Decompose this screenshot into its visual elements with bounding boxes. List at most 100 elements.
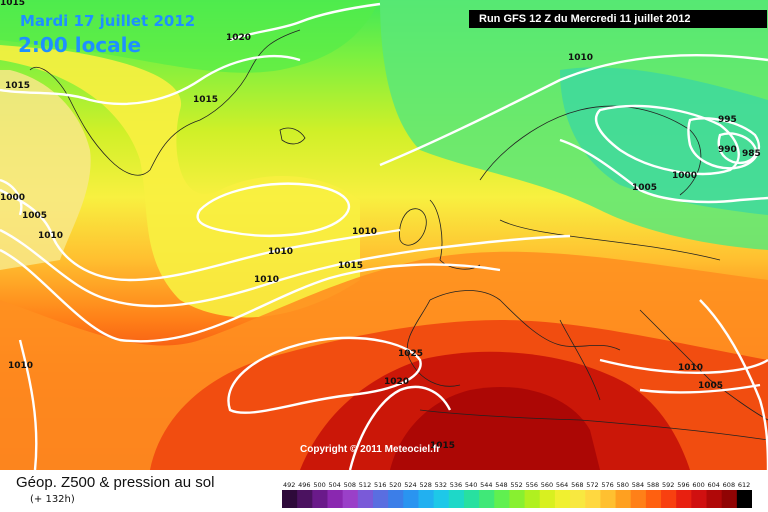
color-scale-tick: 556: [526, 481, 538, 489]
color-scale-tick: 516: [374, 481, 386, 489]
color-scale-swatch: [342, 490, 359, 508]
color-scale-tick: 592: [662, 481, 674, 489]
isobar-label: 1015: [5, 81, 30, 91]
color-scale-swatch: [509, 490, 526, 508]
color-scale-tick: 528: [419, 481, 431, 489]
legend-subtitle: (+ 132h): [30, 494, 75, 505]
color-scale-tick: 568: [571, 481, 583, 489]
color-scale-tick: 580: [617, 481, 629, 489]
isobar: [639, 383, 761, 394]
color-scale-swatch: [691, 490, 708, 508]
forecast-time: 2:00 locale: [18, 33, 142, 57]
color-scale-swatch: [418, 490, 435, 508]
isobar-label: 1010: [678, 363, 703, 373]
color-scale-swatch: [645, 490, 662, 508]
isobar: [0, 228, 571, 308]
color-scale-swatch: [676, 490, 692, 508]
isobar: [379, 53, 768, 167]
color-scale-tick: 608: [723, 481, 735, 489]
color-scale-swatch: [403, 490, 419, 508]
forecast-date: Mardi 17 juillet 2012: [20, 12, 196, 30]
color-scale-swatch: [615, 490, 632, 508]
isobar-label: 1010: [352, 227, 377, 237]
isobar: [594, 104, 740, 176]
coastlines: [29, 29, 768, 441]
color-scale-swatch: [570, 490, 586, 508]
isobar: [348, 385, 452, 470]
isobar-label: 1015: [430, 441, 455, 451]
isobar: [0, 54, 301, 106]
isobar-label: 1015: [0, 0, 25, 8]
weather-map: 1020 1015 1015 1015 1010 1005 1010 1010 …: [0, 0, 768, 470]
isobar-label: 1005: [698, 381, 723, 391]
copyright-notice: Copyright © 2011 Meteociel.fr: [300, 444, 441, 455]
isobar: [0, 188, 401, 282]
isobar-label: 1010: [38, 231, 63, 241]
isobar: [599, 358, 768, 375]
color-scale-swatch: [554, 490, 571, 508]
color-scale-tick: 572: [586, 481, 598, 489]
isobar: [0, 178, 23, 216]
isobar-label: 1010: [568, 53, 593, 63]
isobar: [196, 182, 351, 237]
color-scale-tick: 584: [632, 481, 644, 489]
isobar-label: 990: [718, 145, 737, 155]
color-scale-swatch: [494, 490, 510, 508]
color-scale-tick: 560: [541, 481, 553, 489]
z500-band-pale-yellow: [0, 70, 91, 270]
color-scale-swatch: [706, 490, 723, 508]
isobar-label: 1000: [0, 193, 25, 203]
color-scale-tick: 496: [298, 481, 310, 489]
color-scale-tick: 552: [510, 481, 522, 489]
color-scale-swatch: [585, 490, 601, 508]
isobar-label: 1020: [384, 377, 409, 387]
isobar-label: 1010: [268, 247, 293, 257]
isobar: [559, 138, 768, 204]
color-scale-swatch: [372, 490, 389, 508]
color-scale-tick: 604: [708, 481, 720, 489]
isobar: [229, 2, 381, 42]
color-scale-swatch: [630, 490, 647, 508]
color-scale-swatch: [661, 490, 677, 508]
color-scale-tick: 600: [692, 481, 704, 489]
color-scale-tick: 500: [313, 481, 325, 489]
color-scale-swatch: [388, 490, 404, 508]
color-scale-swatch: [327, 490, 344, 508]
z500-band-darkest-red: [390, 386, 600, 470]
color-scale-swatch: [357, 490, 374, 508]
isobar-label: 1005: [632, 183, 657, 193]
legend-title: Géop. Z500 & pression au sol: [16, 474, 215, 491]
isobars: [0, 2, 768, 470]
color-scale-swatch: [600, 490, 617, 508]
isobar-label: 1010: [8, 361, 33, 371]
color-scale-swatch: [312, 490, 328, 508]
color-scale-tick: 564: [556, 481, 568, 489]
color-scale-tick: 548: [495, 481, 507, 489]
isobar-label: 1025: [398, 349, 423, 359]
isobar: [0, 248, 501, 343]
z500-band-yellow: [0, 45, 360, 318]
z500-band-cyan: [560, 67, 768, 215]
color-scale-tick: 512: [359, 481, 371, 489]
isobar: [18, 339, 38, 470]
color-scale-tick: 492: [283, 481, 295, 489]
color-scale-swatch: [282, 490, 298, 508]
isobar-label: 1005: [22, 211, 47, 221]
color-scale-swatch: [721, 490, 738, 508]
isobar: [699, 299, 768, 470]
isobar: [717, 132, 758, 164]
color-scale-tick: 544: [480, 481, 492, 489]
isobar-label: 1015: [193, 95, 218, 105]
color-scale-tick: 524: [404, 481, 416, 489]
color-scale-swatch: [297, 490, 313, 508]
color-scale-tick: 612: [738, 481, 750, 489]
isobar: [227, 336, 422, 414]
color-scale-tick: 504: [328, 481, 340, 489]
color-scale-swatch: [463, 490, 480, 508]
color-scale-tick: 596: [677, 481, 689, 489]
color-scale-bar: 492 496 500 504 508 512 516 520 524 528 532 536 540 5…: [282, 481, 752, 508]
color-scale-swatch: [479, 490, 495, 508]
color-scale-tick: 520: [389, 481, 401, 489]
isobar-label: 1000: [672, 171, 697, 181]
model-run-label: Run GFS 12 Z du Mercredi 11 juillet 2012: [469, 10, 767, 28]
